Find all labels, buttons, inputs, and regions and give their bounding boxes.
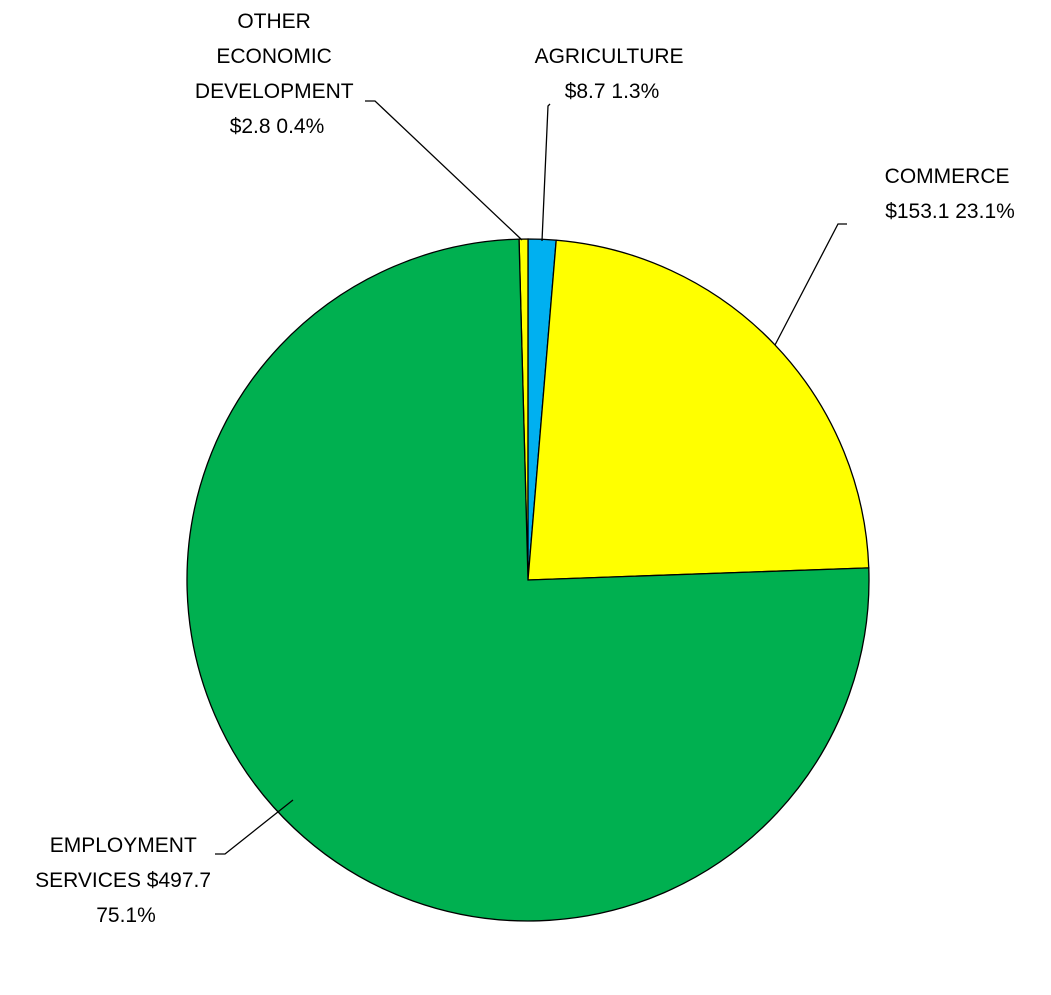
leader-line-commerce <box>774 223 847 346</box>
slice-label-other-economic-development: OTHER ECONOMIC DEVELOPMENT $2.8 0.4% <box>195 10 359 138</box>
slice-label-agriculture: AGRICULTURE $8.7 1.3% <box>535 45 690 103</box>
leader-line-agriculture <box>541 103 551 242</box>
slice-label-employment-services: EMPLOYMENT SERVICES $497.7 75.1% <box>35 834 217 927</box>
leader-line-other-economic-development <box>365 100 523 241</box>
slice-label-commerce: COMMERCE $153.1 23.1% <box>885 165 1016 223</box>
leader-line-employment-services <box>215 799 294 855</box>
pie-slice-commerce <box>527 239 870 581</box>
pie-slice-employment-services <box>186 238 870 922</box>
